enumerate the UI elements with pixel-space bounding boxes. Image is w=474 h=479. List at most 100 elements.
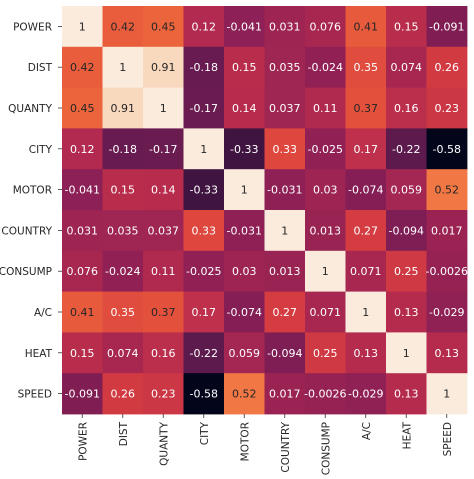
cell-value-label-0-7: 0.41 xyxy=(354,20,379,33)
heatmap-cell-7-7 xyxy=(345,291,387,333)
cell-value-label-7-7: 1 xyxy=(362,306,369,319)
cell-value-label-9-0: -0.091 xyxy=(65,388,100,401)
cell-value-label-1-0: 0.42 xyxy=(70,61,95,74)
heatmap-cell-5-5 xyxy=(264,210,306,252)
cell-value-label-7-0: 0.41 xyxy=(70,306,95,319)
cell-value-label-3-0: 0.12 xyxy=(70,143,95,156)
x-tick-label-motor: MOTOR xyxy=(239,422,251,461)
cell-value-label-4-1: 0.15 xyxy=(111,184,136,197)
y-tick-label-city: CITY xyxy=(29,144,53,156)
heatmap-cell-labels: 1 0.42 0.45 0.12 -0.041 0.031 0.076 0.41 0.15 -0.… xyxy=(65,20,468,400)
heatmap-cell-1-8 xyxy=(386,46,427,88)
cell-value-label-6-2: 0.11 xyxy=(151,265,176,278)
heatmap-cell-6-9 xyxy=(426,250,468,292)
heatmap-cell-8-0 xyxy=(62,332,103,374)
cell-value-label-4-8: 0.059 xyxy=(391,184,423,197)
heatmap-cell-4-3 xyxy=(183,169,225,211)
cell-value-label-8-9: 0.13 xyxy=(435,347,460,360)
cell-value-label-9-3: -0.58 xyxy=(190,388,218,401)
cell-value-label-5-0: 0.031 xyxy=(67,224,99,237)
cell-value-label-6-1: -0.024 xyxy=(105,265,140,278)
heatmap-cell-6-2 xyxy=(143,250,184,292)
cell-value-label-7-9: -0.029 xyxy=(429,306,464,319)
heatmap-cell-4-0 xyxy=(62,169,103,211)
heatmap-cell-9-3 xyxy=(183,373,225,415)
x-tick-label-ac: A/C xyxy=(361,422,373,440)
cell-value-label-7-1: 0.35 xyxy=(111,306,136,319)
y-tick-label-power: POWER xyxy=(13,21,52,33)
cell-value-label-3-8: -0.22 xyxy=(392,143,420,156)
heatmap-cell-3-0 xyxy=(62,128,103,170)
cell-value-label-4-7: -0.074 xyxy=(348,184,383,197)
heatmap-cell-6-8 xyxy=(386,250,427,292)
heatmap-cell-1-9 xyxy=(426,46,468,88)
cell-value-label-6-6: 1 xyxy=(322,265,329,278)
heatmap-cell-1-0 xyxy=(62,46,103,88)
heatmap-cell-8-8 xyxy=(386,332,427,374)
heatmap-cell-4-2 xyxy=(143,169,184,211)
heatmap-cells xyxy=(62,6,468,415)
cell-value-label-5-7: 0.27 xyxy=(354,224,379,237)
cell-value-label-9-4: 0.52 xyxy=(232,388,257,401)
heatmap-cell-0-2 xyxy=(143,6,184,48)
heatmap-cell-3-1 xyxy=(102,128,144,170)
cell-value-label-4-9: 0.52 xyxy=(435,184,460,197)
heatmap-cell-8-3 xyxy=(183,332,225,374)
heatmap-cell-0-1 xyxy=(102,6,144,48)
cell-value-label-8-1: 0.074 xyxy=(107,347,139,360)
heatmap-cell-7-3 xyxy=(183,291,225,333)
cell-value-label-5-6: 0.013 xyxy=(310,224,342,237)
heatmap-cell-5-1 xyxy=(102,210,144,252)
cell-value-label-6-0: 0.076 xyxy=(67,265,99,278)
cell-value-label-5-3: 0.33 xyxy=(192,224,217,237)
cell-value-label-0-4: -0.041 xyxy=(227,20,262,33)
heatmap-cell-7-6 xyxy=(305,291,346,333)
cell-value-label-1-2: 0.91 xyxy=(151,61,176,74)
cell-value-label-0-1: 0.42 xyxy=(111,20,136,33)
heatmap-cell-0-3 xyxy=(183,6,225,48)
heatmap-cell-6-4 xyxy=(224,250,265,292)
heatmap-cell-6-7 xyxy=(345,250,387,292)
heatmap-cell-6-3 xyxy=(183,250,225,292)
heatmap-cell-4-1 xyxy=(102,169,144,211)
heatmap-cell-2-7 xyxy=(345,87,387,129)
y-tick-label-ac: A/C xyxy=(34,307,52,319)
cell-value-label-8-8: 1 xyxy=(403,347,410,360)
heatmap-cell-3-6 xyxy=(305,128,346,170)
heatmap-cell-4-8 xyxy=(386,169,427,211)
x-tick-label-power: POWER xyxy=(77,422,89,461)
cell-value-label-1-6: -0.024 xyxy=(308,61,343,74)
x-tick-label-country: COUNTRY xyxy=(280,421,292,472)
heatmap-cell-6-1 xyxy=(102,250,144,292)
cell-value-label-6-3: -0.025 xyxy=(186,265,221,278)
cell-value-label-6-4: 0.03 xyxy=(232,265,257,278)
heatmap-cell-9-4 xyxy=(224,373,265,415)
cell-value-label-8-3: -0.22 xyxy=(190,347,218,360)
cell-value-label-9-6: -0.0026 xyxy=(304,388,346,401)
cell-value-label-1-3: -0.18 xyxy=(190,61,218,74)
heatmap-cell-1-2 xyxy=(143,46,184,88)
cell-value-label-8-0: 0.15 xyxy=(70,347,95,360)
heatmap-cell-7-5 xyxy=(264,291,306,333)
cell-value-label-6-7: 0.071 xyxy=(350,265,382,278)
y-tick-label-speed: SPEED xyxy=(18,389,52,401)
heatmap-cell-3-2 xyxy=(143,128,184,170)
heatmap-cell-2-5 xyxy=(264,87,306,129)
cell-value-label-0-3: 0.12 xyxy=(192,20,217,33)
cell-value-label-5-5: 1 xyxy=(281,224,288,237)
y-axis-tick-labels: POWER DIST QUANTY CITY MOTOR COUNTRY CONSUMP A/… xyxy=(0,21,62,401)
heatmap-cell-8-5 xyxy=(264,332,306,374)
heatmap-cell-2-3 xyxy=(183,87,225,129)
heatmap-cell-8-1 xyxy=(102,332,144,374)
cell-value-label-1-7: 0.35 xyxy=(354,61,379,74)
cell-value-label-7-2: 0.37 xyxy=(151,306,176,319)
heatmap-cell-7-1 xyxy=(102,291,144,333)
heatmap-cell-3-4 xyxy=(224,128,265,170)
cell-value-label-1-1: 1 xyxy=(119,61,126,74)
cell-value-label-7-5: 0.27 xyxy=(273,306,298,319)
cell-value-label-5-2: 0.037 xyxy=(148,224,180,237)
heatmap-cell-7-4 xyxy=(224,291,265,333)
cell-value-label-9-7: -0.029 xyxy=(348,388,383,401)
y-tick-label-heat: HEAT xyxy=(25,348,53,360)
